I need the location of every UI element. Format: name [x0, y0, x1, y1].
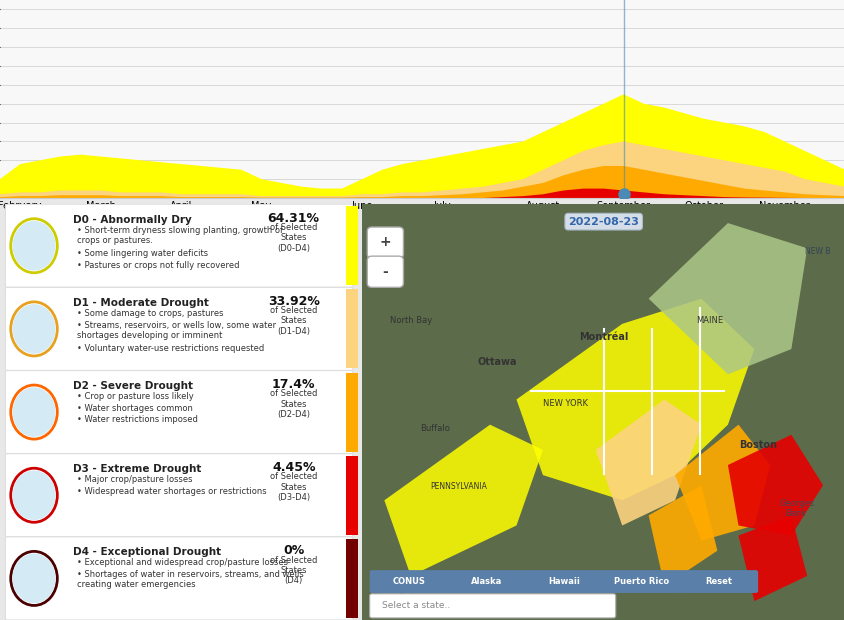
Text: NEW YORK: NEW YORK — [542, 399, 587, 408]
Text: MAINE: MAINE — [695, 316, 722, 325]
Text: -: - — [381, 265, 387, 278]
Text: Ottawa: Ottawa — [477, 357, 517, 367]
Text: Montréal: Montréal — [578, 332, 628, 342]
Text: • Water restrictions imposed: • Water restrictions imposed — [77, 415, 197, 425]
Text: • Exceptional and widespread crop/pasture losses: • Exceptional and widespread crop/pastur… — [77, 559, 288, 567]
Text: Georges
Bank: Georges Bank — [778, 498, 814, 518]
Text: +: + — [379, 236, 391, 249]
Text: D3 - Extreme Drought: D3 - Extreme Drought — [73, 464, 202, 474]
Text: 64.31%: 64.31% — [268, 211, 319, 224]
Text: Buffalo: Buffalo — [419, 424, 449, 433]
Text: D0 - Abnormally Dry: D0 - Abnormally Dry — [73, 215, 192, 224]
Circle shape — [14, 305, 55, 353]
Circle shape — [14, 554, 55, 603]
Polygon shape — [516, 299, 754, 500]
Text: • Major crop/pasture losses: • Major crop/pasture losses — [77, 476, 192, 484]
Polygon shape — [738, 515, 806, 601]
Text: • Water shortages common: • Water shortages common — [77, 404, 192, 413]
FancyBboxPatch shape — [446, 570, 526, 593]
Circle shape — [14, 221, 55, 270]
Text: • Some lingering water deficits: • Some lingering water deficits — [77, 249, 208, 258]
Text: • Widespread water shortages or restrictions: • Widespread water shortages or restrict… — [77, 487, 267, 496]
FancyBboxPatch shape — [5, 204, 353, 287]
FancyBboxPatch shape — [369, 594, 615, 618]
Text: • Streams, reservoirs, or wells low, some water
shortages developing or imminent: • Streams, reservoirs, or wells low, som… — [77, 321, 276, 340]
Text: • Voluntary water-use restrictions requested: • Voluntary water-use restrictions reque… — [77, 344, 264, 353]
Text: • Short-term dryness slowing planting, growth of
crops or pastures.: • Short-term dryness slowing planting, g… — [77, 226, 283, 245]
Text: Boston: Boston — [738, 440, 776, 450]
Text: 0%: 0% — [283, 544, 304, 557]
Polygon shape — [595, 399, 701, 526]
Text: D1 - Moderate Drought: D1 - Moderate Drought — [73, 298, 209, 308]
FancyBboxPatch shape — [601, 570, 680, 593]
FancyBboxPatch shape — [367, 227, 403, 258]
Bar — [345, 373, 358, 451]
Text: North Bay: North Bay — [389, 316, 431, 325]
FancyBboxPatch shape — [369, 570, 449, 593]
Circle shape — [14, 388, 55, 436]
Polygon shape — [674, 425, 769, 541]
Circle shape — [14, 471, 55, 520]
Text: 4.45%: 4.45% — [272, 461, 315, 474]
Text: Reset: Reset — [704, 577, 731, 586]
Text: of Selected
States
(D1-D4): of Selected States (D1-D4) — [270, 306, 317, 336]
Text: • Shortages of water in reservoirs, streams, and wells
creating water emergencie: • Shortages of water in reservoirs, stre… — [77, 570, 303, 590]
Text: of Selected
States
(D0-D4): of Selected States (D0-D4) — [270, 223, 317, 253]
Bar — [345, 290, 358, 368]
Text: 17.4%: 17.4% — [272, 378, 315, 391]
Text: 33.92%: 33.92% — [268, 295, 319, 308]
Text: of Selected
States
(D4): of Selected States (D4) — [270, 556, 317, 585]
Text: Select a state..: Select a state.. — [381, 601, 450, 610]
Text: 2022-08-23: 2022-08-23 — [568, 216, 638, 227]
FancyBboxPatch shape — [5, 371, 353, 454]
Text: CONUS: CONUS — [392, 577, 425, 586]
Polygon shape — [648, 223, 806, 374]
Text: • Some damage to crops, pastures: • Some damage to crops, pastures — [77, 309, 224, 318]
Text: of Selected
States
(D2-D4): of Selected States (D2-D4) — [270, 389, 317, 419]
FancyBboxPatch shape — [362, 204, 844, 620]
Bar — [345, 456, 358, 535]
Text: • Crop or pasture loss likely: • Crop or pasture loss likely — [77, 392, 193, 401]
FancyBboxPatch shape — [367, 256, 403, 287]
FancyBboxPatch shape — [5, 287, 353, 371]
FancyBboxPatch shape — [523, 570, 603, 593]
Polygon shape — [727, 435, 822, 536]
FancyBboxPatch shape — [5, 537, 353, 620]
Text: PENNSYLVANIA: PENNSYLVANIA — [430, 482, 487, 492]
Polygon shape — [648, 485, 717, 586]
Text: • Pastures or crops not fully recovered: • Pastures or crops not fully recovered — [77, 261, 239, 270]
Text: Puerto Rico: Puerto Rico — [613, 577, 668, 586]
Bar — [345, 539, 358, 618]
Bar — [345, 206, 358, 285]
Text: NEW B: NEW B — [804, 247, 830, 256]
Polygon shape — [384, 425, 543, 576]
Text: of Selected
States
(D3-D4): of Selected States (D3-D4) — [270, 472, 317, 502]
Text: Week of
2022-08-23: Week of 2022-08-23 — [628, 213, 714, 234]
Text: State Select: State Select — [371, 593, 427, 602]
FancyBboxPatch shape — [5, 454, 353, 537]
Text: D2 - Severe Drought: D2 - Severe Drought — [73, 381, 193, 391]
Text: Hawaii: Hawaii — [547, 577, 579, 586]
Text: D4 - Exceptional Drought: D4 - Exceptional Drought — [73, 547, 221, 557]
Text: Alaska: Alaska — [470, 577, 501, 586]
FancyBboxPatch shape — [678, 570, 757, 593]
